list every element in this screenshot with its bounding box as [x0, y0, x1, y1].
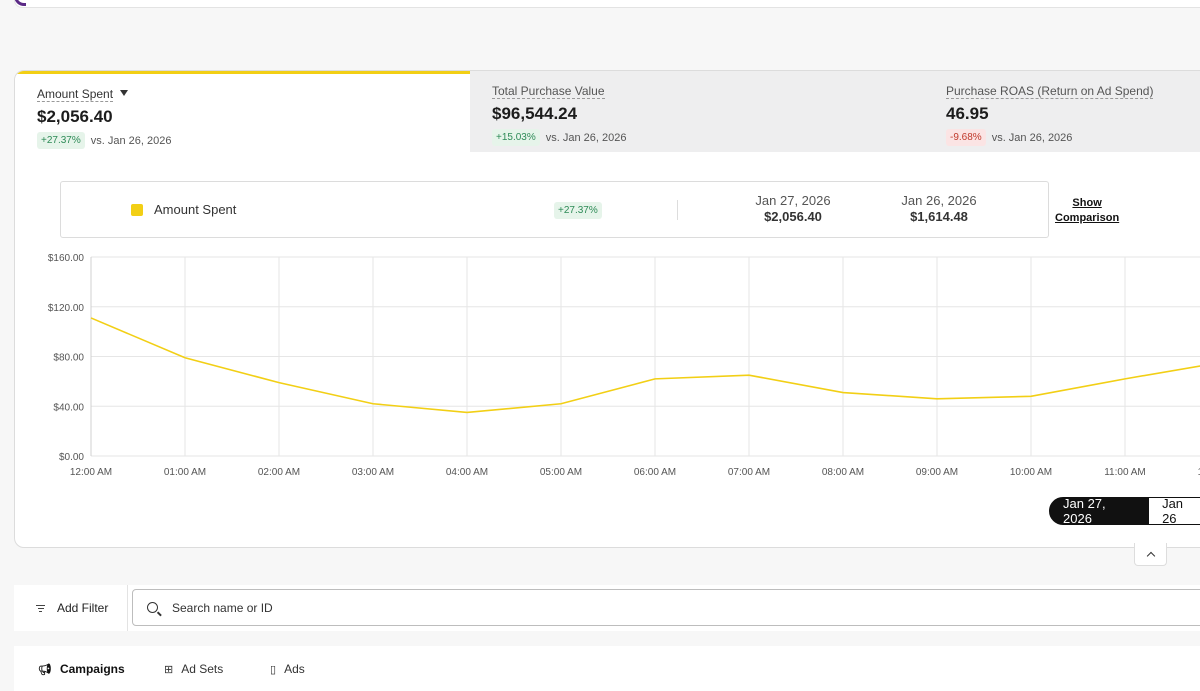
x-tick-label: 03:00 AM — [352, 467, 394, 478]
legend-previous-value: $1,614.48 — [910, 209, 968, 224]
search-icon — [147, 602, 158, 613]
compare-text: vs. Jan 26, 2026 — [90, 134, 172, 147]
filter-icon — [36, 603, 45, 614]
search-input[interactable]: Search name or ID — [132, 589, 1200, 626]
series-line-amount-spent — [90, 317, 1200, 414]
date-toggle: Jan 27, 2026 Jan 26 — [1049, 496, 1200, 526]
metric-tabs: Amount Spent $2,056.40 +27.37% vs. Jan 26… — [15, 71, 1200, 152]
show-comparison-line1[interactable]: Show — [1072, 197, 1102, 209]
tab-label: Campaigns — [59, 662, 125, 676]
x-tick-label: 11:00 AM — [1104, 467, 1146, 478]
legend-previous: Jan 26, 2026 $1,614.48 — [879, 193, 999, 224]
compare-text: vs. Jan 26, 2026 — [545, 131, 627, 144]
y-tick-label: $120.00 — [48, 303, 85, 314]
legend-current-date: Jan 27, 2026 — [755, 193, 831, 208]
x-tick-label: 10:00 AM — [1010, 467, 1052, 478]
x-tick-label: 02:00 AM — [258, 467, 300, 478]
tab-campaigns[interactable]: 📢︎ Campaigns — [38, 662, 125, 676]
legend-previous-date: Jan 26, 2026 — [901, 193, 977, 208]
metric-tab-amount-spent[interactable]: Amount Spent $2,056.40 +27.37% vs. Jan 26… — [15, 71, 470, 152]
y-tick-label: $160.00 — [48, 254, 85, 264]
date-pill-current[interactable]: Jan 27, 2026 — [1049, 496, 1149, 526]
tab-label: Ads — [284, 662, 305, 676]
collapse-chart-button[interactable] — [1134, 543, 1167, 566]
phone-icon: ▯ — [270, 663, 277, 676]
change-badge: -9.68% — [946, 129, 986, 146]
change-badge: +15.03% — [492, 129, 540, 146]
filter-bar: Add Filter Search name or ID — [14, 585, 1200, 631]
show-comparison-link[interactable]: Show Comparison — [1055, 196, 1119, 226]
tab-ad-sets[interactable]: ⊞ Ad Sets — [164, 662, 223, 676]
x-tick-label: 07:00 AM — [728, 467, 770, 478]
grid-icon: ⊞ — [164, 663, 174, 676]
metric-value: 46.95 — [946, 104, 989, 123]
change-badge: +27.37% — [37, 132, 85, 149]
legend-current: Jan 27, 2026 $2,056.40 — [733, 193, 853, 224]
x-tick-label: 08:00 AM — [822, 467, 864, 478]
megaphone-icon: 📢︎ — [38, 663, 52, 676]
legend-change-badge: +27.37% — [554, 202, 602, 219]
tab-label: Ad Sets — [181, 662, 224, 676]
performance-card: Amount Spent $2,056.40 +27.37% vs. Jan 26… — [14, 70, 1200, 548]
date-pill-previous[interactable]: Jan 26 — [1148, 496, 1200, 526]
x-tick-label: 12:00 AM — [70, 467, 112, 478]
legend-series-name: Amount Spent — [154, 202, 237, 217]
entity-tabs: 📢︎ Campaigns ⊞ Ad Sets ▯ Ads — [14, 646, 1200, 691]
add-filter-button[interactable]: Add Filter — [14, 585, 128, 631]
metric-value: $2,056.40 — [37, 107, 113, 126]
y-tick-label: $40.00 — [53, 402, 84, 413]
line-chart[interactable]: $0.00 $40.00 $80.00 $120.00 $160.00 12:00 AM 0… — [15, 254, 1200, 479]
metric-label: Purchase ROAS (Return on Ad Spend) — [946, 84, 1154, 99]
metric-label: Total Purchase Value — [492, 84, 605, 99]
caret-down-icon[interactable] — [120, 90, 129, 96]
x-tick-label: 05:00 AM — [540, 467, 582, 478]
metric-tab-purchase-roas[interactable]: Purchase ROAS (Return on Ad Spend) 46.95… — [925, 71, 1200, 152]
x-tick-label: 12:00 PM — [1198, 467, 1200, 478]
top-panel — [14, 0, 1200, 8]
metric-label[interactable]: Amount Spent — [37, 87, 114, 102]
legend-swatch — [131, 204, 143, 216]
show-comparison-line2[interactable]: Comparison — [1055, 212, 1120, 224]
divider — [677, 200, 678, 220]
x-tick-label: 06:00 AM — [634, 467, 676, 478]
x-tick-label: 01:00 AM — [164, 467, 206, 478]
add-filter-label: Add Filter — [57, 601, 109, 615]
search-placeholder: Search name or ID — [172, 600, 273, 615]
chart-legend: Amount Spent +27.37% Jan 27, 2026 $2,056… — [60, 181, 1049, 238]
y-tick-label: $0.00 — [59, 452, 84, 463]
x-tick-label: 04:00 AM — [446, 467, 488, 478]
compare-text: vs. Jan 26, 2026 — [991, 131, 1073, 144]
y-tick-label: $80.00 — [53, 353, 84, 364]
chevron-up-icon — [1146, 551, 1155, 560]
metric-tab-total-purchase-value[interactable]: Total Purchase Value $96,544.24 +15.03% v… — [470, 71, 925, 152]
legend-current-value: $2,056.40 — [764, 209, 822, 224]
tab-ads[interactable]: ▯ Ads — [270, 662, 305, 676]
x-tick-label: 09:00 AM — [916, 467, 958, 478]
metric-value: $96,544.24 — [492, 104, 578, 123]
